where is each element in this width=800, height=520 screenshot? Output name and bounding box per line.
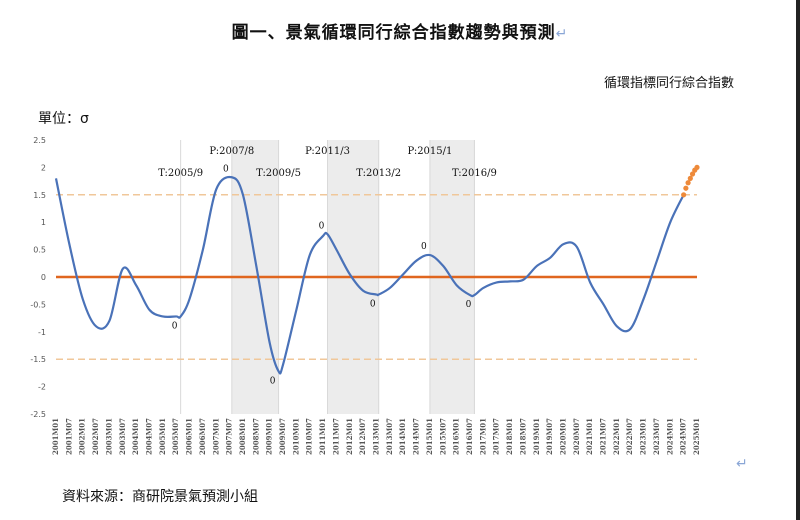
x-tick-label: 2021M01: [585, 418, 594, 455]
y-tick-label: -0.5: [30, 300, 46, 309]
x-tick-label: 2001M01: [51, 418, 60, 455]
forecast-point: [689, 171, 696, 177]
chart-title-text: 圖一、景氣循環同行綜合指數趨勢與預測: [231, 23, 556, 43]
x-tick-label: 2014M01: [398, 418, 407, 455]
x-tick-label: 2018M01: [505, 418, 514, 455]
x-tick-label: 2012M01: [345, 418, 354, 455]
x-tick-label: 2022M07: [625, 418, 634, 455]
x-tick-label: 2005M07: [171, 418, 180, 455]
x-tick-label: 2023M01: [639, 418, 648, 455]
x-tick-label: 2022M01: [612, 418, 621, 455]
forecast-point: [694, 164, 700, 170]
turning-point-marker: 0: [270, 376, 276, 386]
x-tick-label: 2002M07: [91, 418, 100, 455]
x-tick-label: 2023M07: [652, 418, 661, 455]
x-tick-label: 2005M01: [158, 418, 167, 455]
y-tick-label: 2.5: [33, 136, 46, 145]
x-tick-label: 2019M07: [545, 418, 554, 455]
x-tick-label: 2024M01: [665, 418, 674, 455]
x-tick-label: 2001M07: [64, 418, 73, 455]
forecast-point: [687, 175, 693, 181]
forecast-point: [683, 185, 689, 191]
x-tick-label: 2006M01: [185, 418, 194, 455]
turning-point-label: T:2005/9: [158, 168, 203, 179]
turning-point-label: T:2009/5: [256, 168, 301, 179]
x-tick-label: 2018M07: [518, 418, 527, 455]
y-tick-label: -1: [38, 328, 46, 337]
y-tick-label: -1.5: [30, 355, 46, 364]
x-tick-label: 2009M07: [278, 418, 287, 455]
y-tick-label: -2: [38, 383, 46, 392]
forecast-point: [685, 180, 691, 186]
x-tick-label: 2009M01: [265, 418, 274, 455]
turning-point-label: P:2011/3: [305, 146, 350, 157]
x-tick-label: 2008M01: [238, 418, 247, 455]
x-tick-label: 2014M07: [412, 418, 421, 455]
series-group: [54, 164, 700, 375]
y-tick-label: 1.5: [33, 191, 46, 200]
x-tick-label: 2020M07: [572, 418, 581, 455]
legend-label: 循環指標同行綜合指數: [603, 76, 734, 91]
x-tick-label: 2025M01: [692, 418, 701, 455]
x-tick-label: 2021M07: [599, 418, 608, 455]
x-tick-label: 2002M01: [78, 418, 87, 455]
x-tick-label: 2016M07: [465, 418, 474, 455]
x-tick-label: 2003M01: [104, 418, 113, 455]
x-tick-label: 2011M01: [318, 418, 327, 455]
turning-point-labels: T:2005/9 P:2007/8T:2009/5 P:2011/3 T:2013/2…: [158, 146, 497, 386]
x-axis: 2001M01 2001M07 2002M01 2002M07 2003M01 2003M…: [51, 418, 701, 455]
turning-point-label: T:2016/9: [452, 168, 497, 179]
return-mark-icon-2: ↵: [736, 456, 748, 472]
y-tick-label: -2.5: [30, 410, 46, 419]
turning-point-marker: 0: [223, 164, 229, 174]
turning-point-marker: 0: [421, 242, 427, 252]
x-tick-label: 2004M07: [144, 418, 153, 455]
x-tick-label: 2013M01: [372, 418, 381, 455]
y-axis: 2.5 2 1.5 1 0.5 0 -0.5 -1 -1.5 -2 -2.5: [30, 136, 46, 419]
x-tick-label: 2011M07: [331, 418, 340, 455]
x-tick-label: 2008M07: [251, 418, 260, 455]
turning-point-label: P:2007/8: [209, 146, 254, 157]
x-tick-label: 2003M07: [118, 418, 127, 455]
x-tick-label: 2015M07: [438, 418, 447, 455]
x-tick-label: 2006M07: [198, 418, 207, 455]
x-tick-label: 2007M07: [225, 418, 234, 455]
x-tick-label: 2010M01: [291, 418, 300, 455]
turning-point-label: T:2013/2: [356, 168, 401, 179]
y-tick-label: 2: [41, 163, 46, 172]
chart-title: 圖一、景氣循環同行綜合指數趨勢與預測↵: [0, 18, 800, 43]
series-line: [54, 175, 685, 375]
turning-point-marker: 0: [319, 221, 325, 231]
x-tick-label: 2015M01: [425, 418, 434, 455]
forecast-point: [681, 192, 687, 198]
line-chart: 2.521.510.50-0.5-1-1.5-2-2.5 2001M01 2001…: [30, 136, 701, 455]
x-tick-label: 2024M07: [679, 418, 688, 455]
return-mark-icon: ↵: [555, 26, 569, 42]
x-tick-label: 2016M01: [452, 418, 461, 455]
turning-point-label: P:2015/1: [407, 146, 452, 157]
reference-lines: [56, 194, 697, 360]
x-tick-label: 2017M01: [478, 418, 487, 455]
turning-point-marker: 0: [466, 300, 472, 310]
y-tick-label: 0: [41, 273, 46, 282]
y-tick-label: 0.5: [33, 246, 46, 255]
turning-point-marker: 0: [370, 300, 376, 310]
unit-label: 單位：σ: [38, 111, 89, 127]
x-tick-label: 2017M07: [492, 418, 501, 455]
source-note: 資料來源：商研院景氣預測小組: [62, 489, 258, 505]
x-tick-label: 2013M07: [385, 418, 394, 455]
x-tick-label: 2020M01: [558, 418, 567, 455]
turning-point-marker: 0: [172, 321, 178, 331]
x-tick-label: 2012M07: [358, 418, 367, 455]
y-tick-label: 1: [41, 218, 46, 227]
x-tick-label: 2004M01: [131, 418, 140, 455]
x-tick-label: 2019M01: [532, 418, 541, 455]
x-tick-label: 2007M01: [211, 418, 220, 455]
x-tick-label: 2010M07: [305, 418, 314, 455]
window-edge: [796, 0, 800, 520]
